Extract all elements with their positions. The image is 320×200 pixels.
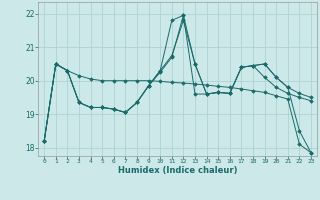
X-axis label: Humidex (Indice chaleur): Humidex (Indice chaleur) xyxy=(118,166,237,175)
